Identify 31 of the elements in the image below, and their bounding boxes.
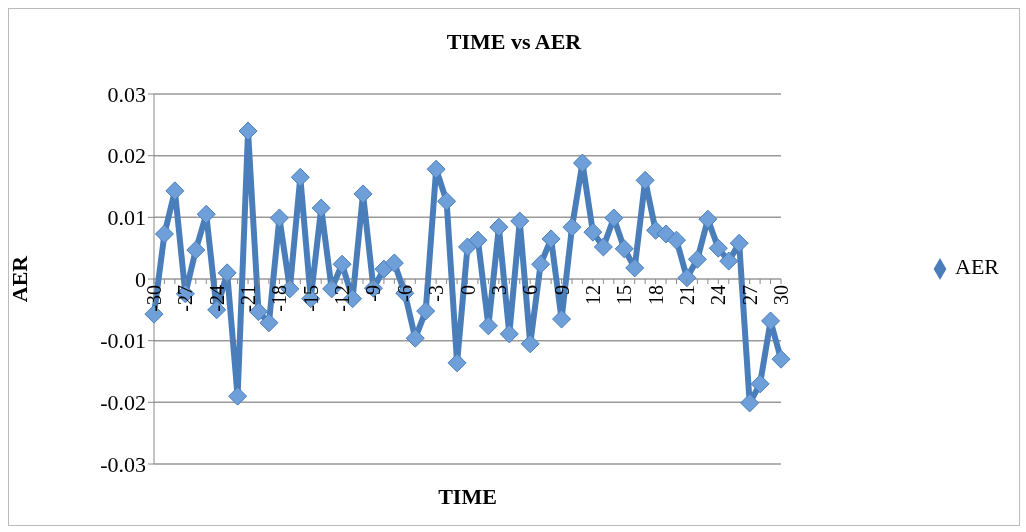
x-tick-label: -15 <box>299 285 322 312</box>
x-tick-label: -3 <box>425 285 448 302</box>
x-tick-label: 24 <box>707 285 730 305</box>
x-tick-label: 27 <box>738 285 761 305</box>
x-tick-label: -9 <box>362 285 385 302</box>
y-tick-label: 0.02 <box>107 143 146 169</box>
legend-label: AER <box>955 254 999 279</box>
x-tick-label: 18 <box>644 285 667 305</box>
x-tick-label: -24 <box>205 285 228 312</box>
x-tick-label: -12 <box>331 285 354 312</box>
x-tick-label: 9 <box>550 285 573 295</box>
x-axis-title: TIME <box>438 484 497 509</box>
x-tick-label: 21 <box>675 285 698 305</box>
chart-title: TIME vs AER <box>445 29 583 55</box>
x-tick-label: 30 <box>770 285 792 305</box>
x-tick-label: -6 <box>393 285 416 302</box>
x-tick-label: 3 <box>487 285 510 295</box>
y-tick-label: -0.01 <box>100 328 146 354</box>
y-tick-label: 0.03 <box>107 81 146 107</box>
y-axis-title: AER <box>6 254 32 303</box>
x-tick-label: -27 <box>174 285 197 312</box>
x-tick-label: 15 <box>613 285 636 305</box>
x-tick-label: 6 <box>519 285 542 295</box>
y-tick-label: 0.01 <box>107 205 146 231</box>
y-tick-label: -0.03 <box>100 451 146 477</box>
x-tick-label: -21 <box>237 285 260 312</box>
y-tick-label: -0.02 <box>100 390 146 416</box>
x-tick-label: -18 <box>268 285 291 312</box>
x-tick-label: 12 <box>581 285 604 305</box>
x-tick-label: -30 <box>143 285 165 312</box>
x-tick-label: 0 <box>456 285 479 295</box>
